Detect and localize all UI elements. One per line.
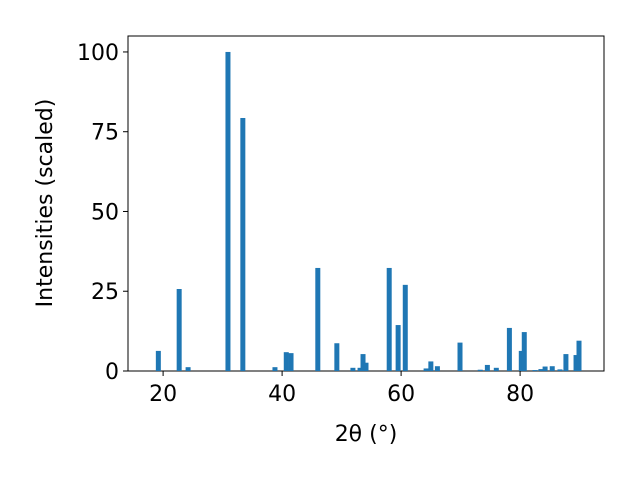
- x-tick-label: 80: [506, 382, 534, 407]
- bar: [521, 332, 527, 371]
- bar: [363, 362, 369, 371]
- bar: [538, 369, 544, 371]
- bar: [176, 289, 182, 371]
- y-tick-label: 75: [91, 121, 119, 146]
- bar: [225, 51, 231, 371]
- bar: [573, 355, 579, 371]
- bar: [428, 361, 434, 371]
- bar: [434, 366, 440, 371]
- y-axis-label: Intensities (scaled): [33, 99, 58, 308]
- y-tick-label: 50: [91, 200, 119, 225]
- bar: [240, 117, 246, 371]
- y-tick-label: 25: [91, 280, 119, 305]
- y-tick-label: 0: [105, 360, 119, 385]
- plot-frame: [127, 35, 605, 372]
- bar: [506, 327, 512, 371]
- bar: [457, 342, 463, 371]
- bar: [549, 366, 555, 371]
- x-tick-label: 60: [387, 382, 415, 407]
- bar: [484, 364, 490, 371]
- bar: [283, 352, 289, 371]
- bar: [350, 367, 356, 371]
- bar: [557, 369, 563, 371]
- bar: [493, 367, 499, 371]
- bar: [477, 369, 483, 371]
- bar: [360, 354, 366, 371]
- y-tick-label: 100: [77, 41, 119, 66]
- bar: [288, 353, 294, 371]
- bar: [315, 267, 321, 371]
- bar: [402, 284, 408, 371]
- bar: [395, 325, 401, 371]
- x-axis-label: 2θ (°): [335, 422, 398, 447]
- bar: [576, 340, 582, 371]
- bar: [155, 350, 161, 371]
- bar: [185, 367, 191, 371]
- x-tick-label: 40: [268, 382, 296, 407]
- bar: [423, 368, 429, 371]
- bar: [563, 354, 569, 371]
- x-tick-label: 20: [149, 382, 177, 407]
- bar: [518, 350, 524, 371]
- bar: [272, 367, 278, 371]
- bar: [334, 343, 340, 371]
- bar: [386, 267, 392, 371]
- bar: [532, 370, 538, 371]
- bar: [357, 367, 363, 371]
- bar: [542, 366, 548, 371]
